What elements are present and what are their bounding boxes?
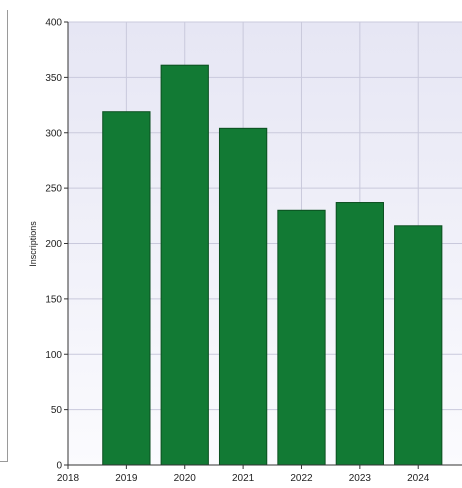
y-tick-label: 250 [45,184,62,195]
y-tick-label: 200 [45,239,62,250]
bar-2023 [335,202,384,466]
y-tick-label: 50 [51,405,63,416]
left-panel-edge [0,10,8,462]
y-axis-ticks: 0 50 100 150 200 250 300 350 400 [45,18,68,472]
y-tick-label: 400 [45,18,62,29]
x-tick-label: 2021 [232,473,255,484]
x-tick-label: 2020 [174,473,197,484]
y-tick-label: 300 [45,128,62,139]
bar-2022 [277,209,326,466]
bar-2021 [218,127,268,466]
x-tick-label: 2023 [349,473,372,484]
y-axis-title: Inscriptions [28,221,38,267]
x-axis-ticks: 2018 2019 2020 2021 2022 2023 2024 [57,465,430,484]
bars [102,64,443,466]
bar-2024 [394,225,443,466]
x-tick-label: 2019 [115,473,138,484]
y-tick-label: 0 [56,461,62,472]
y-tick-label: 350 [45,73,62,84]
y-tick-label: 150 [45,294,62,305]
bar-2019 [102,111,151,466]
bar-2020 [160,64,209,466]
y-tick-label: 100 [45,350,62,361]
x-tick-label: 2024 [407,473,430,484]
x-tick-label: 2018 [57,473,80,484]
x-tick-label: 2022 [290,473,313,484]
